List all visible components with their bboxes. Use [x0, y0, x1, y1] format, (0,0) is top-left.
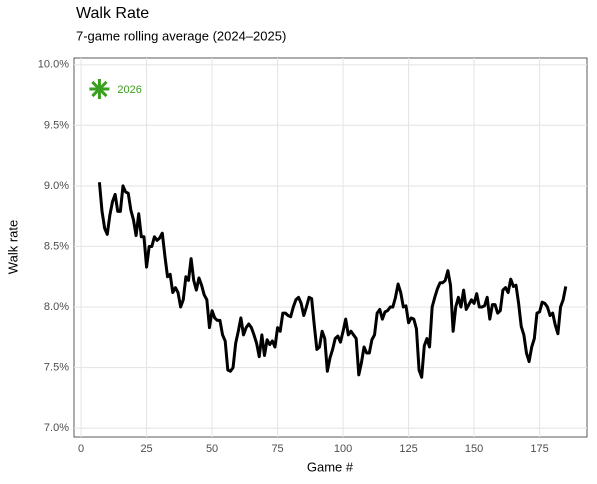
x-axis-label: Game # — [307, 459, 354, 474]
y-axis-label: Walk rate — [5, 220, 20, 274]
y-tick-label: 8.0% — [44, 301, 69, 313]
y-tick-label: 9.5% — [44, 119, 69, 131]
y-tick-label: 8.5% — [44, 240, 69, 252]
y-tick-label: 9.0% — [44, 180, 69, 192]
plot-background — [73, 57, 588, 438]
x-tick-label: 25 — [140, 443, 152, 455]
x-tick-label: 175 — [530, 443, 548, 455]
annotation-label: 2026 — [117, 84, 141, 96]
x-tick-label: 50 — [206, 443, 218, 455]
marker-stroke — [91, 80, 108, 98]
x-tick-label: 0 — [78, 443, 84, 455]
y-tick-label: 10.0% — [38, 59, 69, 71]
x-tick-label: 75 — [271, 443, 283, 455]
x-tick-label: 125 — [399, 443, 417, 455]
annotation-marker — [89, 79, 110, 100]
chart-subtitle: 7-game rolling average (2024–2025) — [76, 28, 286, 43]
y-tick-label: 7.0% — [44, 422, 69, 434]
chart-title: Walk Rate — [76, 5, 149, 22]
x-tick-label: 150 — [465, 443, 483, 455]
series-line — [97, 182, 568, 379]
y-tick-label: 7.5% — [44, 362, 69, 374]
x-tick-label: 100 — [334, 443, 352, 455]
